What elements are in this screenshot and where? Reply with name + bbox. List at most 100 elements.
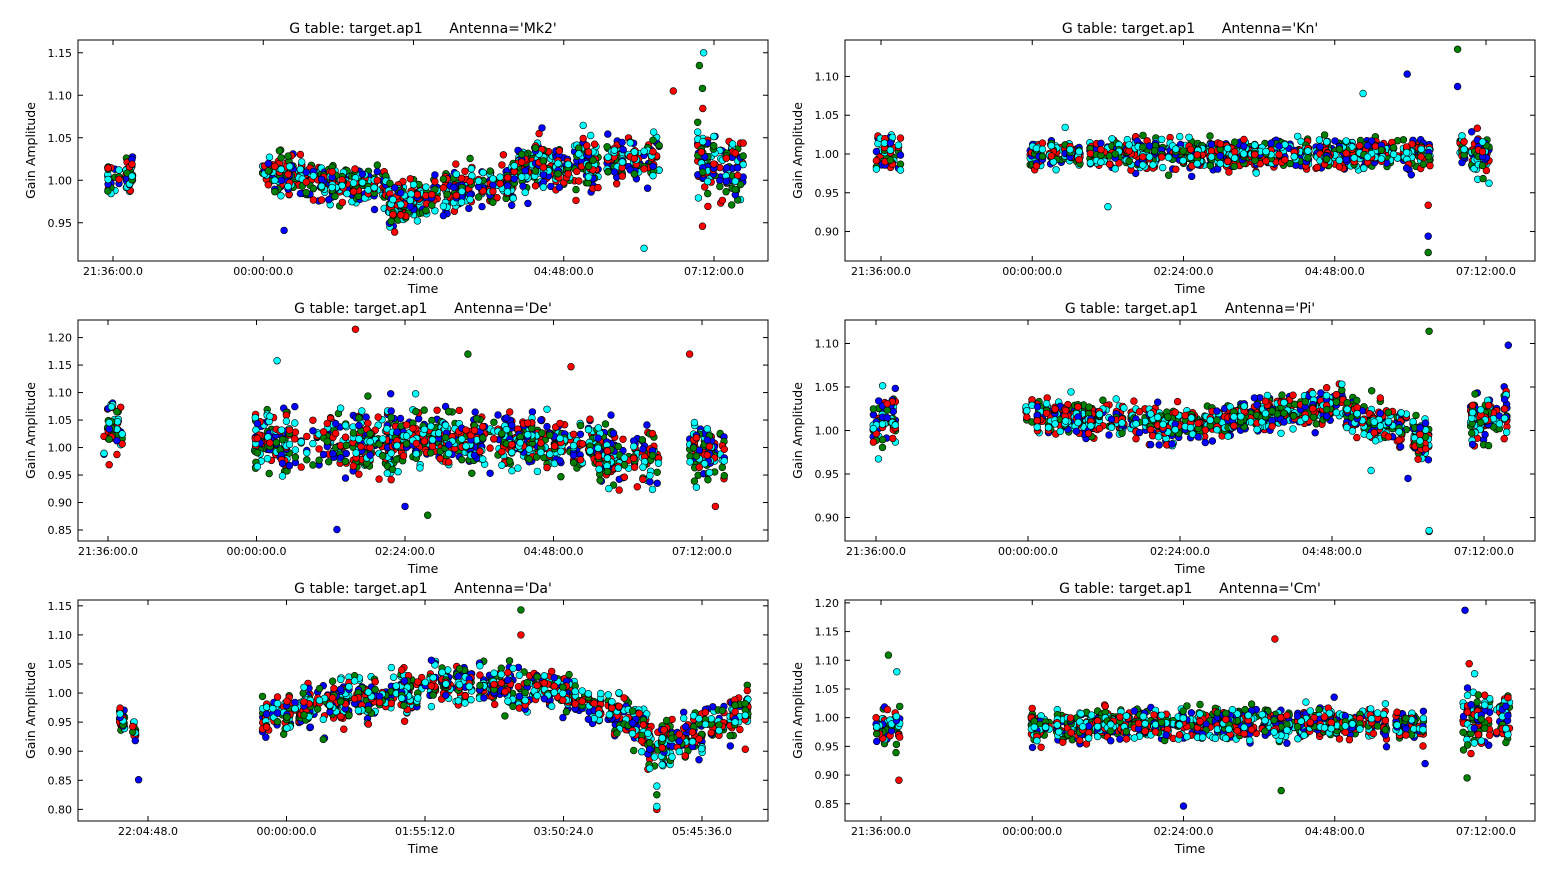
y-tick-label: 0.85 <box>48 524 73 537</box>
data-point <box>1367 137 1376 145</box>
data-point <box>364 392 372 400</box>
y-tick-label: 0.95 <box>815 187 840 200</box>
data-point <box>479 455 487 463</box>
data-point <box>358 178 367 187</box>
data-points <box>869 327 1513 536</box>
data-point <box>1384 433 1393 441</box>
data-point <box>1112 395 1120 403</box>
data-point <box>1312 420 1321 428</box>
data-point <box>1107 415 1116 423</box>
data-point <box>630 154 639 163</box>
data-point <box>1207 153 1216 161</box>
outlier-point <box>698 222 707 230</box>
data-point <box>458 187 466 196</box>
data-point <box>409 180 418 189</box>
data-point <box>445 441 453 449</box>
outlier-point <box>351 325 360 333</box>
data-point <box>643 184 652 192</box>
data-point <box>603 467 612 476</box>
x-tick-label: 00:00:00.0 <box>227 545 287 558</box>
data-point <box>705 442 714 451</box>
data-point <box>1389 143 1398 152</box>
data-point <box>739 139 747 147</box>
data-point <box>253 449 262 457</box>
data-point <box>370 183 378 192</box>
data-point <box>1155 441 1163 449</box>
data-point <box>470 451 479 459</box>
data-point <box>296 150 305 159</box>
data-point <box>1115 159 1123 167</box>
data-point <box>494 411 502 419</box>
outlier-point <box>280 226 288 235</box>
data-point <box>379 435 387 443</box>
data-point <box>291 435 299 443</box>
data-point <box>692 434 701 442</box>
data-point <box>573 167 581 176</box>
data-point <box>278 459 287 468</box>
data-point <box>728 140 737 148</box>
data-point <box>397 189 405 197</box>
x-tick-label: 07:12:00.0 <box>1456 265 1516 278</box>
data-point <box>1187 172 1196 181</box>
data-points <box>104 49 747 253</box>
data-point <box>614 442 622 451</box>
data-point <box>373 176 381 185</box>
data-point <box>537 448 545 457</box>
data-point <box>649 162 657 171</box>
data-point <box>556 457 564 465</box>
data-point <box>733 164 742 172</box>
data-point <box>1417 145 1426 153</box>
data-point <box>396 414 405 423</box>
data-point <box>1419 160 1428 168</box>
data-point <box>584 162 593 170</box>
data-point <box>633 483 641 491</box>
data-point <box>452 160 460 168</box>
data-point <box>264 159 272 168</box>
data-point <box>1253 425 1261 434</box>
gain-panel: 21:36:00.0 00:00:00.0 02:24:00.0 04:48:00.0… <box>790 21 1536 296</box>
data-point <box>319 428 328 436</box>
data-point <box>883 414 891 422</box>
data-point <box>557 447 565 456</box>
data-point <box>479 168 487 177</box>
data-point <box>639 475 647 484</box>
data-point <box>638 436 646 444</box>
data-point <box>604 168 612 176</box>
data-point <box>1275 150 1283 159</box>
data-point <box>1289 412 1298 420</box>
data-point <box>441 433 450 442</box>
data-point <box>1267 139 1275 147</box>
data-point <box>428 442 437 451</box>
data-point <box>649 136 657 144</box>
data-point <box>620 473 629 481</box>
data-point <box>317 175 326 184</box>
data-point <box>878 443 887 452</box>
outlier-point <box>401 502 409 511</box>
data-point <box>1240 142 1248 150</box>
data-point <box>1086 149 1095 158</box>
data-point <box>584 173 593 181</box>
data-point <box>1289 391 1297 399</box>
data-point <box>1216 152 1225 160</box>
data-point <box>1213 407 1221 415</box>
data-point <box>366 438 374 446</box>
data-point <box>1320 131 1329 139</box>
data-point <box>1139 143 1147 151</box>
data-point <box>1353 433 1361 442</box>
data-point <box>420 425 429 434</box>
data-point <box>891 421 899 429</box>
data-point <box>115 175 123 184</box>
data-point <box>271 188 279 196</box>
data-point <box>578 440 587 448</box>
data-point <box>343 189 351 198</box>
data-point <box>1224 432 1232 440</box>
data-point <box>439 202 448 211</box>
data-point <box>1042 399 1051 408</box>
y-tick-label: 1.15 <box>48 359 73 372</box>
data-point <box>431 171 439 179</box>
data-point <box>1047 142 1056 150</box>
data-point <box>630 170 639 178</box>
data-point <box>462 426 470 434</box>
data-point <box>413 190 422 199</box>
y-tick-label: 1.15 <box>48 47 73 60</box>
